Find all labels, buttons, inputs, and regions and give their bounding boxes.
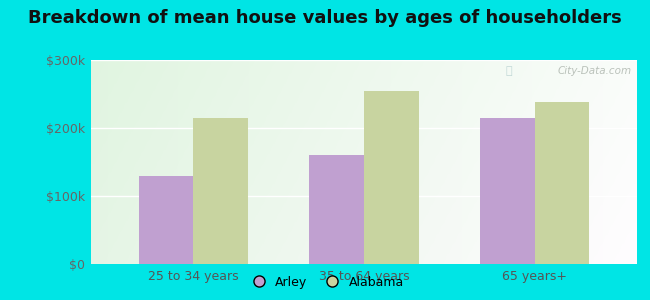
Text: ⓘ: ⓘ bbox=[506, 66, 513, 76]
Text: Breakdown of mean house values by ages of householders: Breakdown of mean house values by ages o… bbox=[28, 9, 622, 27]
Bar bbox=[364, 91, 419, 264]
Text: City-Data.com: City-Data.com bbox=[558, 66, 632, 76]
Bar bbox=[139, 176, 194, 264]
Bar bbox=[534, 102, 590, 264]
Bar bbox=[309, 155, 364, 264]
Bar bbox=[480, 118, 534, 264]
Bar bbox=[194, 118, 248, 264]
Legend: Arley, Alabama: Arley, Alabama bbox=[241, 271, 409, 294]
